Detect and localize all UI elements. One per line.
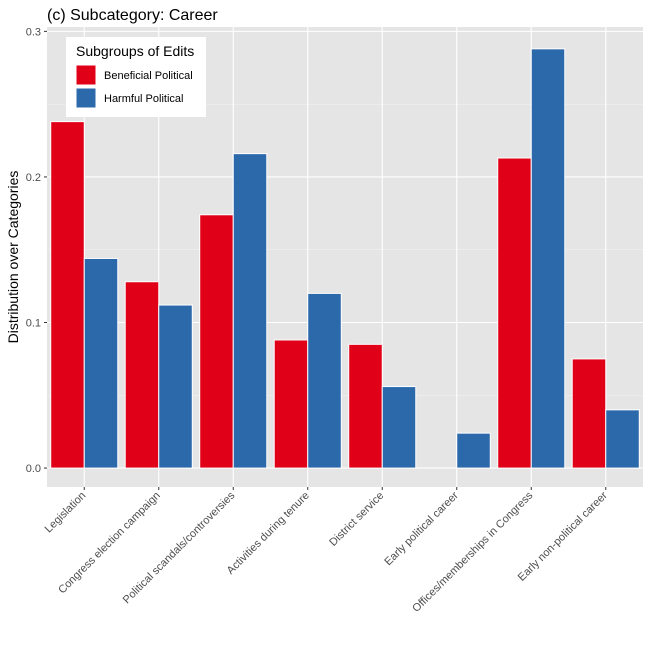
bar-beneficial-4 (348, 343, 383, 469)
y-tick-label: 0.2 (26, 172, 41, 184)
bar-beneficial-6 (497, 157, 532, 469)
bar-harmful-3 (307, 292, 342, 469)
bar-beneficial-3 (273, 339, 309, 469)
chart-title: (c) Subcategory: Career (47, 7, 218, 24)
x-tick-label: Early political career (382, 489, 461, 568)
x-tick-label: Offices/memberships in Congress (410, 489, 535, 614)
legend-title: Subgroups of Edits (76, 43, 194, 59)
x-tick-label: Legislation (43, 490, 89, 536)
bar-harmful-7 (605, 409, 640, 469)
y-axis-label: Distribution over Categories (5, 171, 21, 344)
x-tick-label: District service (327, 490, 386, 549)
legend-swatch (75, 87, 97, 109)
y-axis-ticks: 0.0 0.1 0.2 0.3 (26, 26, 47, 475)
legend: Subgroups of Edits Beneficial Political H… (66, 37, 206, 117)
bars (50, 48, 640, 469)
bar-beneficial-0 (50, 121, 85, 469)
bar-beneficial-1 (124, 281, 160, 469)
bar-beneficial-2 (199, 214, 234, 469)
bar-harmful-1 (158, 304, 193, 469)
y-tick-label: 0.0 (26, 463, 41, 475)
y-tick-label: 0.1 (26, 318, 41, 330)
x-tick-label: Activities during tenure (225, 490, 312, 577)
bar-harmful-2 (232, 153, 268, 469)
legend-label: Harmful Political (104, 93, 183, 105)
bar-harmful-6 (530, 48, 566, 469)
y-tick-label: 0.3 (26, 26, 41, 38)
legend-swatch (75, 64, 97, 86)
bar-beneficial-7 (571, 358, 607, 469)
bar-harmful-0 (83, 257, 119, 469)
bar-harmful-4 (381, 386, 417, 469)
legend-label: Beneficial Political (104, 70, 193, 82)
bar-harmful-5 (456, 432, 491, 469)
